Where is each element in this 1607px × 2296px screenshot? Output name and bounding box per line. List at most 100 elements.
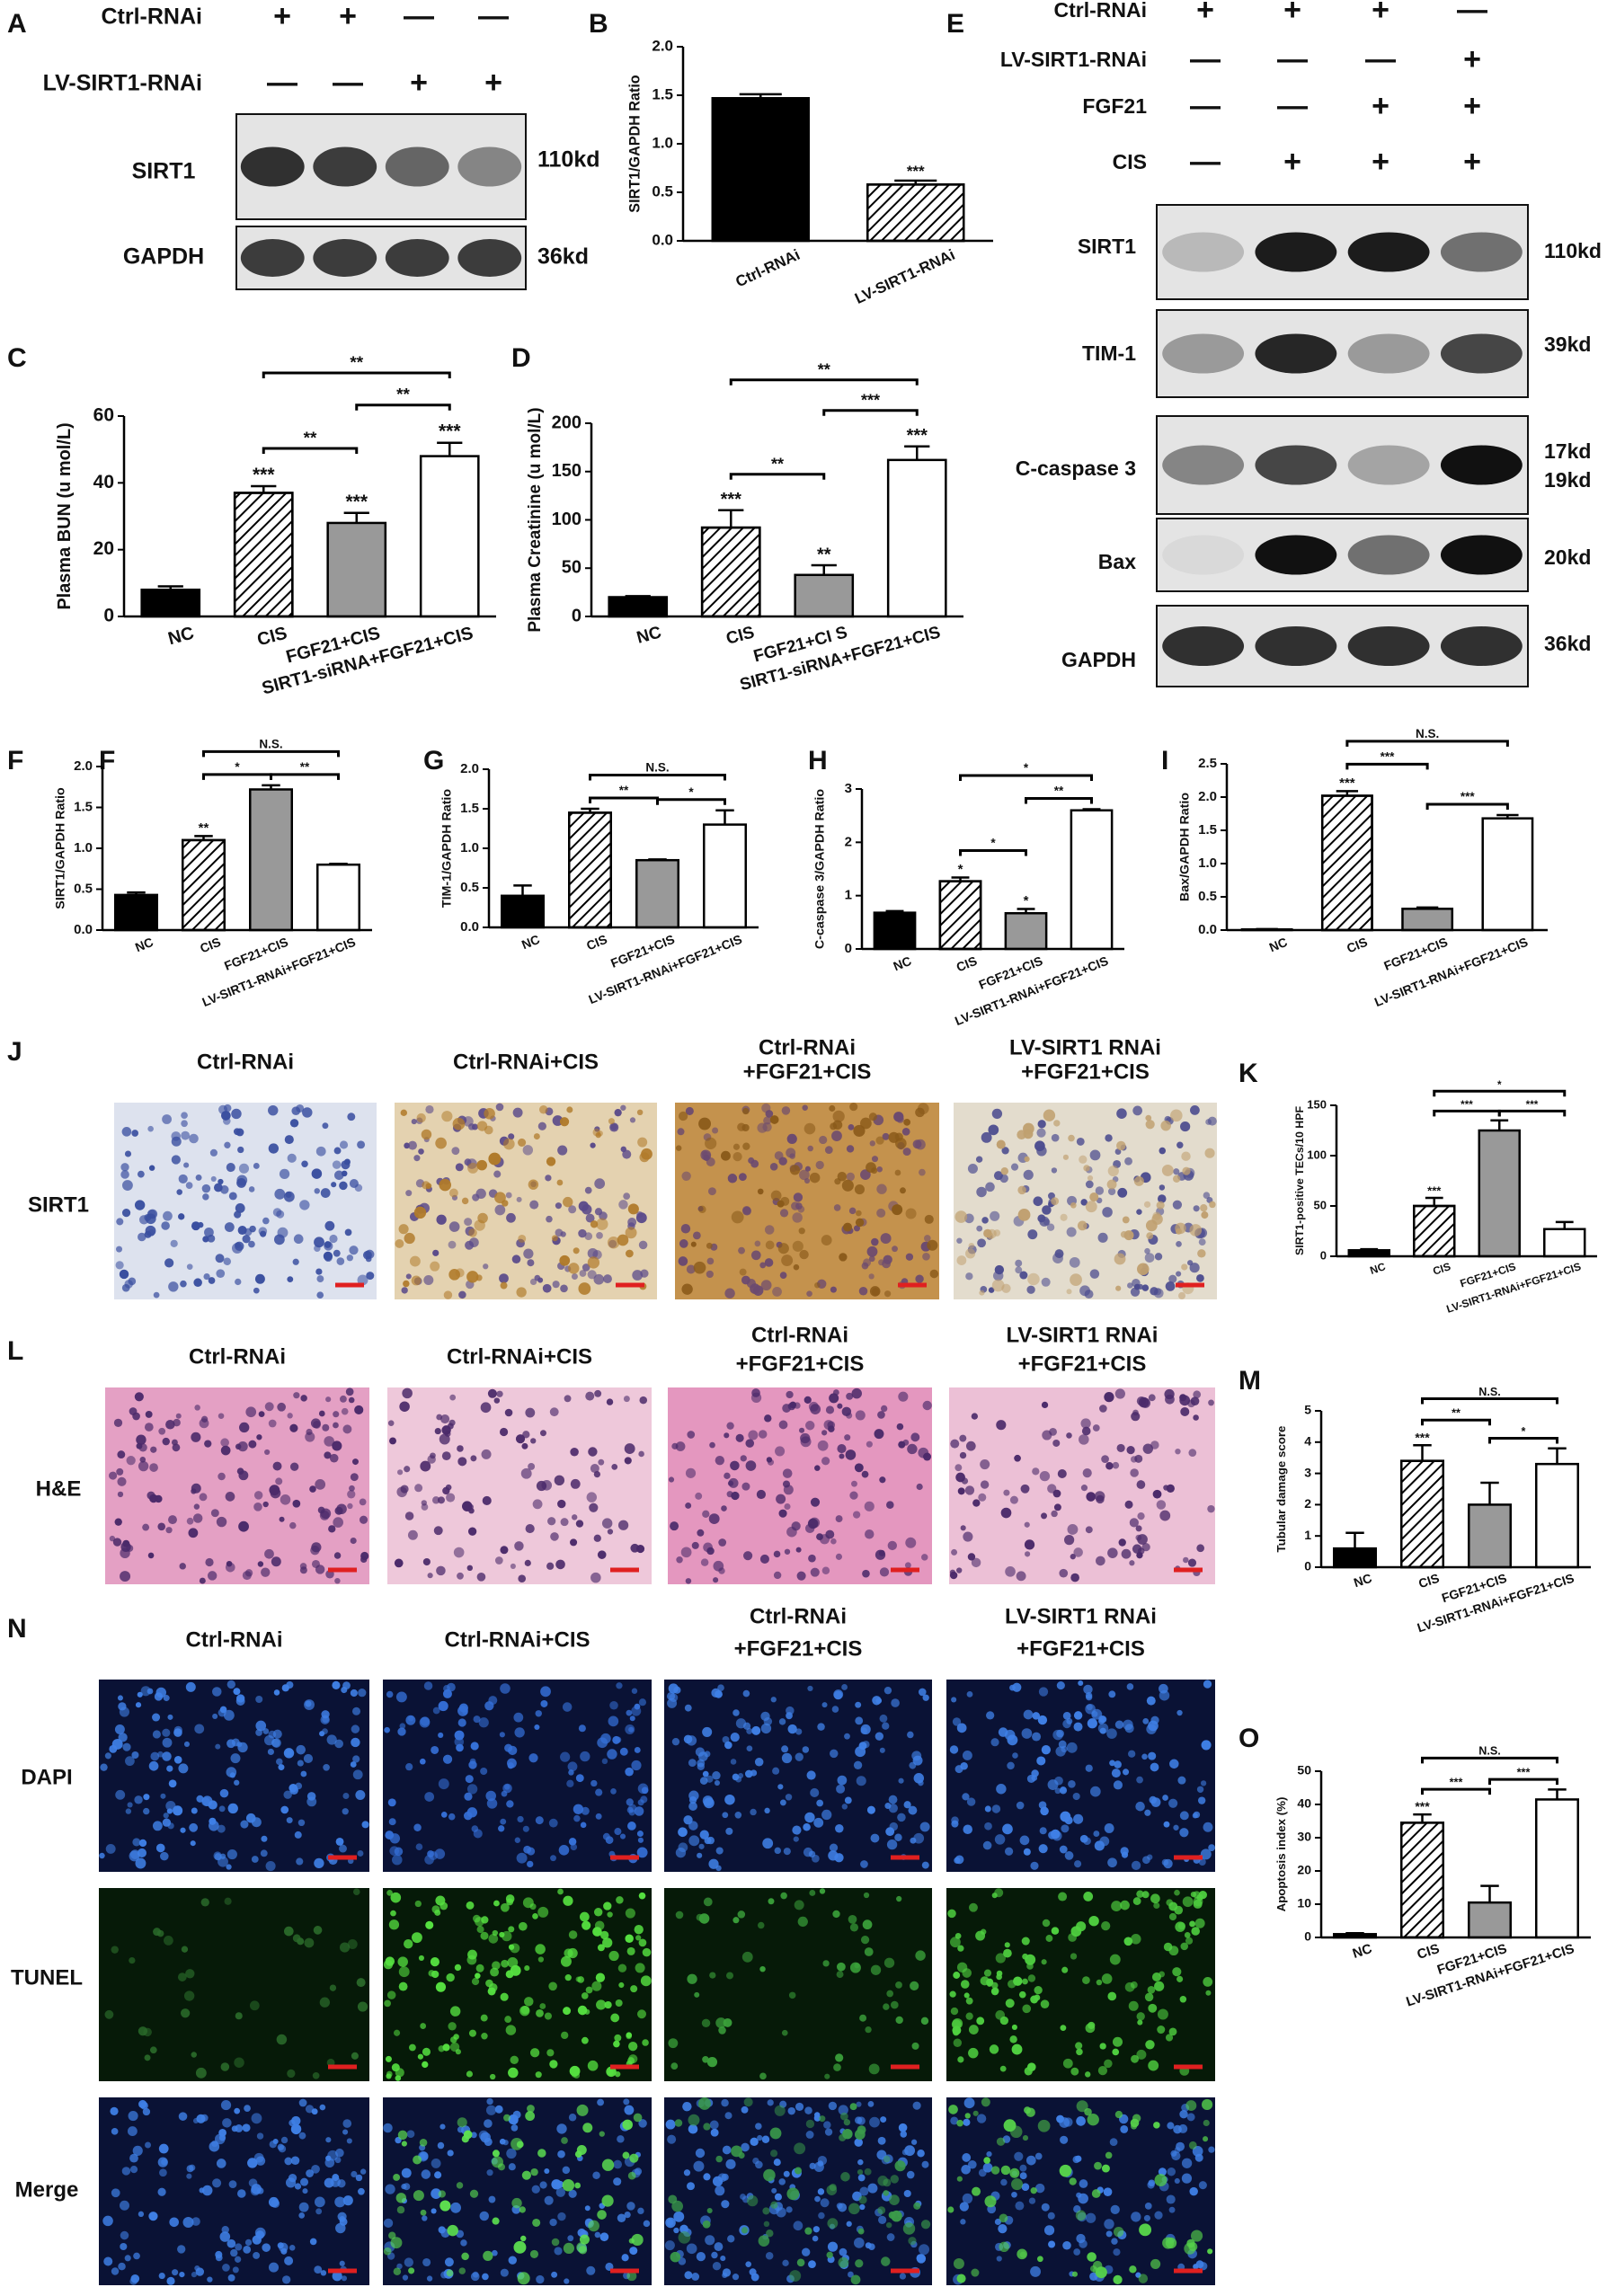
cell-nucleus — [1031, 1775, 1037, 1781]
cell-nucleus — [553, 1281, 560, 1288]
cell-nucleus — [200, 2114, 208, 2122]
cell-nucleus — [296, 1857, 303, 1865]
cell-nucleus — [212, 1714, 218, 1719]
cell-nucleus — [495, 2105, 503, 2114]
stained-cell — [1144, 1201, 1150, 1208]
bar — [636, 860, 679, 927]
cell-nucleus — [1137, 2012, 1145, 2020]
cell-nucleus — [186, 1182, 193, 1189]
stained-cell — [810, 1173, 821, 1183]
cell-nucleus — [150, 1447, 156, 1453]
cell-nucleus — [530, 1903, 537, 1910]
bar — [1469, 1504, 1511, 1567]
cell-nucleus — [504, 1784, 510, 1789]
cell-nucleus — [1102, 1973, 1113, 1984]
cell-nucleus — [446, 1485, 452, 1491]
blot-band — [1348, 334, 1430, 374]
cell-nucleus — [922, 1862, 929, 1869]
cell-nucleus — [557, 2212, 565, 2221]
cell-nucleus — [211, 1509, 219, 1517]
cell-nucleus — [900, 2273, 906, 2279]
stained-cell — [470, 2190, 478, 2198]
blot-row-label: Bax — [1098, 550, 1136, 573]
cell-nucleus — [672, 1738, 679, 1745]
cell-nucleus — [390, 1910, 396, 1917]
cell-nucleus — [782, 1753, 792, 1763]
cell-nucleus — [1188, 1559, 1196, 1567]
cell-nucleus — [400, 1723, 406, 1729]
cell-nucleus — [912, 2043, 919, 2050]
cell-nucleus — [743, 1551, 752, 1560]
cell-nucleus — [872, 1156, 878, 1162]
significance-bracket — [1499, 1111, 1565, 1116]
cell-nucleus — [963, 1751, 972, 1760]
cell-nucleus — [407, 2130, 415, 2138]
cell-nucleus — [512, 1254, 521, 1263]
cell-nucleus — [1159, 1511, 1170, 1521]
cell-nucleus — [1153, 1902, 1159, 1909]
cell-nucleus — [395, 2068, 404, 2077]
stained-cell — [1175, 1223, 1186, 1235]
cell-nucleus — [332, 1681, 340, 1689]
stained-cell — [503, 2114, 511, 2122]
stained-cell — [634, 2114, 643, 2123]
significance-bracket — [271, 775, 339, 780]
error-bar — [1413, 1445, 1431, 1460]
cell-nucleus — [616, 1999, 623, 2007]
cell-nucleus — [1026, 1963, 1034, 1970]
stained-cell — [1121, 1231, 1127, 1237]
cell-nucleus — [786, 1706, 794, 1715]
condition-sign: — — [1190, 42, 1221, 76]
cell-nucleus — [480, 1932, 488, 1940]
cell-nucleus — [1185, 1937, 1193, 1945]
cell-nucleus — [824, 2074, 830, 2079]
cell-nucleus — [1070, 1257, 1080, 1268]
stained-cell — [1061, 1214, 1068, 1221]
cell-nucleus — [181, 1120, 188, 1127]
cell-nucleus — [134, 1795, 142, 1804]
cell-nucleus — [402, 1287, 408, 1293]
stained-cell — [1114, 2227, 1123, 2237]
cell-nucleus — [686, 1468, 696, 1478]
cell-nucleus — [510, 2056, 518, 2064]
cell-nucleus — [751, 1393, 761, 1403]
significance-bracket — [204, 751, 339, 757]
stained-cell — [412, 1276, 422, 1286]
column-title: Ctrl-RNAi — [189, 1344, 286, 1369]
stained-cell — [895, 1170, 901, 1176]
cell-nucleus — [898, 1392, 908, 1402]
stained-cell — [1096, 2266, 1107, 2278]
cell-nucleus — [235, 2012, 243, 2019]
stained-cell — [527, 2105, 535, 2113]
stained-cell — [637, 1138, 647, 1148]
cell-nucleus — [1169, 1913, 1176, 1920]
y-tick-label: 0 — [103, 606, 114, 626]
cell-nucleus — [879, 1476, 885, 1483]
cell-nucleus — [724, 2112, 732, 2119]
cell-nucleus — [816, 1161, 824, 1169]
cell-nucleus — [1033, 1196, 1043, 1206]
cell-nucleus — [775, 1151, 784, 1160]
stained-cell — [537, 2149, 546, 2158]
cell-nucleus — [1132, 1861, 1141, 1870]
cell-nucleus — [1096, 1980, 1103, 1986]
cell-nucleus — [762, 2135, 769, 2142]
cell-nucleus — [179, 2272, 184, 2277]
cell-nucleus — [1148, 1752, 1156, 1760]
cell-nucleus — [220, 1789, 229, 1798]
cell-nucleus — [239, 1423, 249, 1432]
cell-nucleus — [204, 1440, 211, 1447]
cell-nucleus — [245, 1406, 256, 1417]
cell-nucleus — [759, 1430, 768, 1439]
cell-nucleus — [792, 1825, 801, 1834]
cell-nucleus — [963, 1531, 972, 1541]
cell-nucleus — [813, 1818, 823, 1828]
cell-nucleus — [540, 1700, 547, 1707]
stained-cell — [991, 2166, 999, 2174]
cell-nucleus — [534, 1275, 540, 1281]
cell-nucleus — [582, 2037, 589, 2044]
y-tick-label: 1.0 — [1198, 855, 1217, 871]
condition-sign: + — [1372, 0, 1389, 27]
cell-nucleus — [143, 2108, 150, 2115]
cell-nucleus — [580, 1751, 590, 1761]
